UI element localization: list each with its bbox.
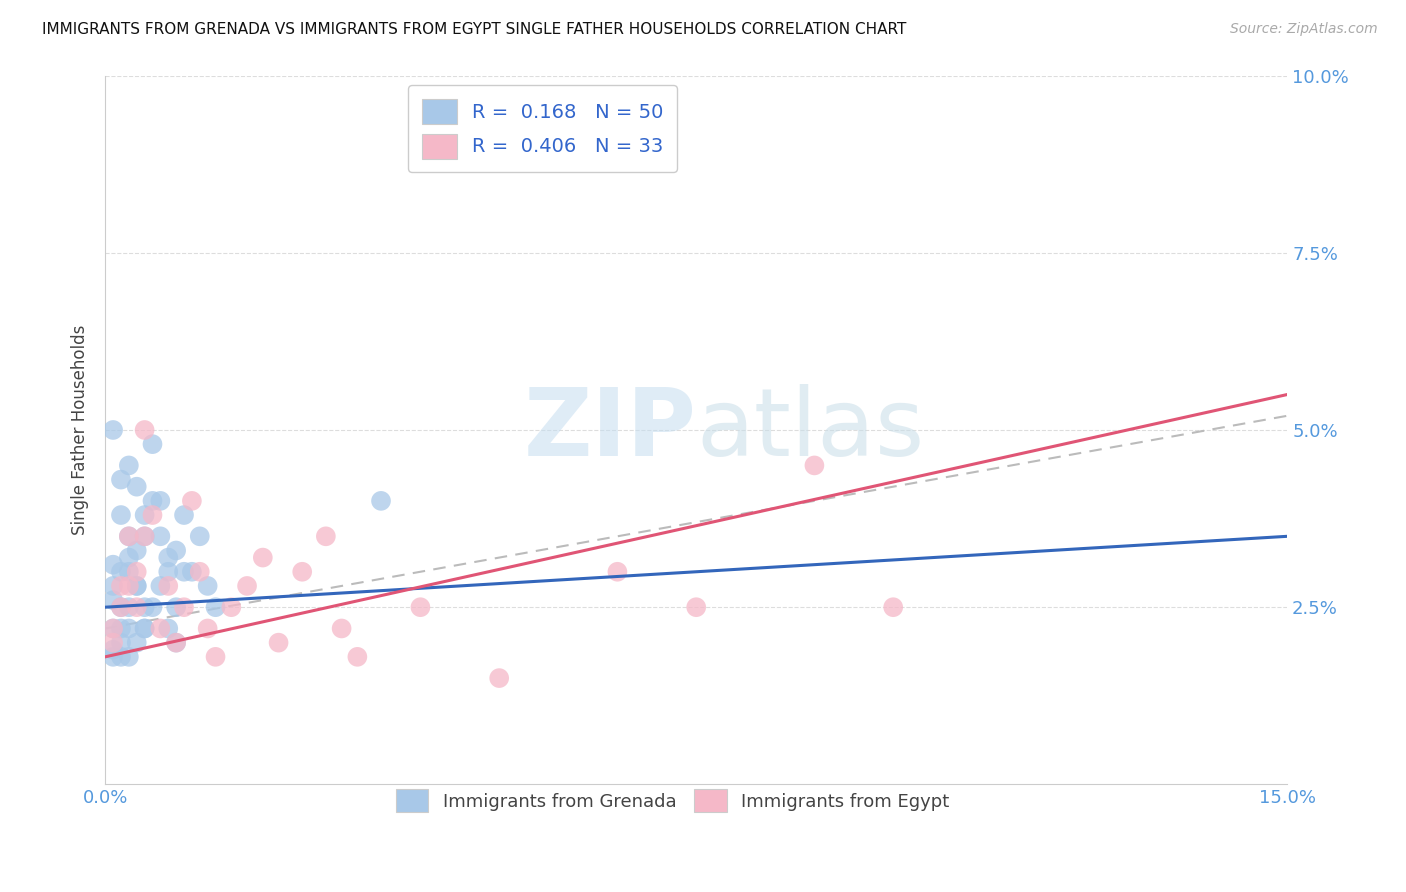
Point: [173, 565, 195, 579]
Point: [236, 579, 259, 593]
Point: [409, 600, 432, 615]
Point: [118, 550, 141, 565]
Point: [149, 622, 172, 636]
Text: Source: ZipAtlas.com: Source: ZipAtlas.com: [1230, 22, 1378, 37]
Text: atlas: atlas: [696, 384, 925, 476]
Point: [110, 579, 132, 593]
Point: [267, 635, 290, 649]
Point: [110, 622, 132, 636]
Point: [488, 671, 510, 685]
Point: [141, 508, 163, 522]
Point: [101, 642, 124, 657]
Point: [118, 649, 141, 664]
Point: [141, 600, 163, 615]
Point: [125, 565, 148, 579]
Point: [188, 529, 211, 543]
Point: [101, 593, 124, 607]
Point: [101, 423, 124, 437]
Point: [110, 565, 132, 579]
Point: [370, 494, 392, 508]
Point: [118, 579, 141, 593]
Point: [101, 649, 124, 664]
Text: ZIP: ZIP: [523, 384, 696, 476]
Point: [180, 565, 202, 579]
Point: [252, 550, 274, 565]
Point: [204, 649, 226, 664]
Point: [157, 579, 180, 593]
Point: [118, 529, 141, 543]
Point: [118, 565, 141, 579]
Point: [157, 565, 180, 579]
Point: [291, 565, 314, 579]
Point: [134, 508, 156, 522]
Text: IMMIGRANTS FROM GRENADA VS IMMIGRANTS FROM EGYPT SINGLE FATHER HOUSEHOLDS CORREL: IMMIGRANTS FROM GRENADA VS IMMIGRANTS FR…: [42, 22, 907, 37]
Point: [204, 600, 226, 615]
Y-axis label: Single Father Households: Single Father Households: [72, 325, 89, 535]
Point: [221, 600, 243, 615]
Point: [188, 565, 211, 579]
Point: [134, 529, 156, 543]
Point: [173, 600, 195, 615]
Point: [101, 622, 124, 636]
Point: [101, 622, 124, 636]
Point: [125, 543, 148, 558]
Point: [125, 480, 148, 494]
Point: [125, 579, 148, 593]
Point: [803, 458, 825, 473]
Point: [149, 494, 172, 508]
Point: [125, 600, 148, 615]
Point: [149, 579, 172, 593]
Point: [110, 635, 132, 649]
Point: [882, 600, 904, 615]
Point: [134, 600, 156, 615]
Point: [197, 579, 219, 593]
Point: [180, 494, 202, 508]
Point: [173, 508, 195, 522]
Point: [110, 600, 132, 615]
Point: [165, 543, 187, 558]
Point: [165, 600, 187, 615]
Point: [685, 600, 707, 615]
Point: [101, 635, 124, 649]
Point: [141, 437, 163, 451]
Point: [149, 529, 172, 543]
Point: [118, 529, 141, 543]
Point: [606, 565, 628, 579]
Point: [165, 635, 187, 649]
Point: [101, 558, 124, 572]
Point: [157, 622, 180, 636]
Point: [110, 649, 132, 664]
Point: [118, 600, 141, 615]
Point: [134, 529, 156, 543]
Point: [315, 529, 337, 543]
Point: [125, 635, 148, 649]
Point: [134, 622, 156, 636]
Point: [101, 579, 124, 593]
Point: [118, 622, 141, 636]
Point: [157, 550, 180, 565]
Point: [125, 579, 148, 593]
Point: [141, 494, 163, 508]
Point: [110, 508, 132, 522]
Point: [134, 423, 156, 437]
Point: [197, 622, 219, 636]
Point: [165, 635, 187, 649]
Legend: Immigrants from Grenada, Immigrants from Egypt: Immigrants from Grenada, Immigrants from…: [382, 777, 962, 825]
Point: [330, 622, 353, 636]
Point: [346, 649, 368, 664]
Point: [110, 600, 132, 615]
Point: [110, 473, 132, 487]
Point: [118, 458, 141, 473]
Point: [134, 622, 156, 636]
